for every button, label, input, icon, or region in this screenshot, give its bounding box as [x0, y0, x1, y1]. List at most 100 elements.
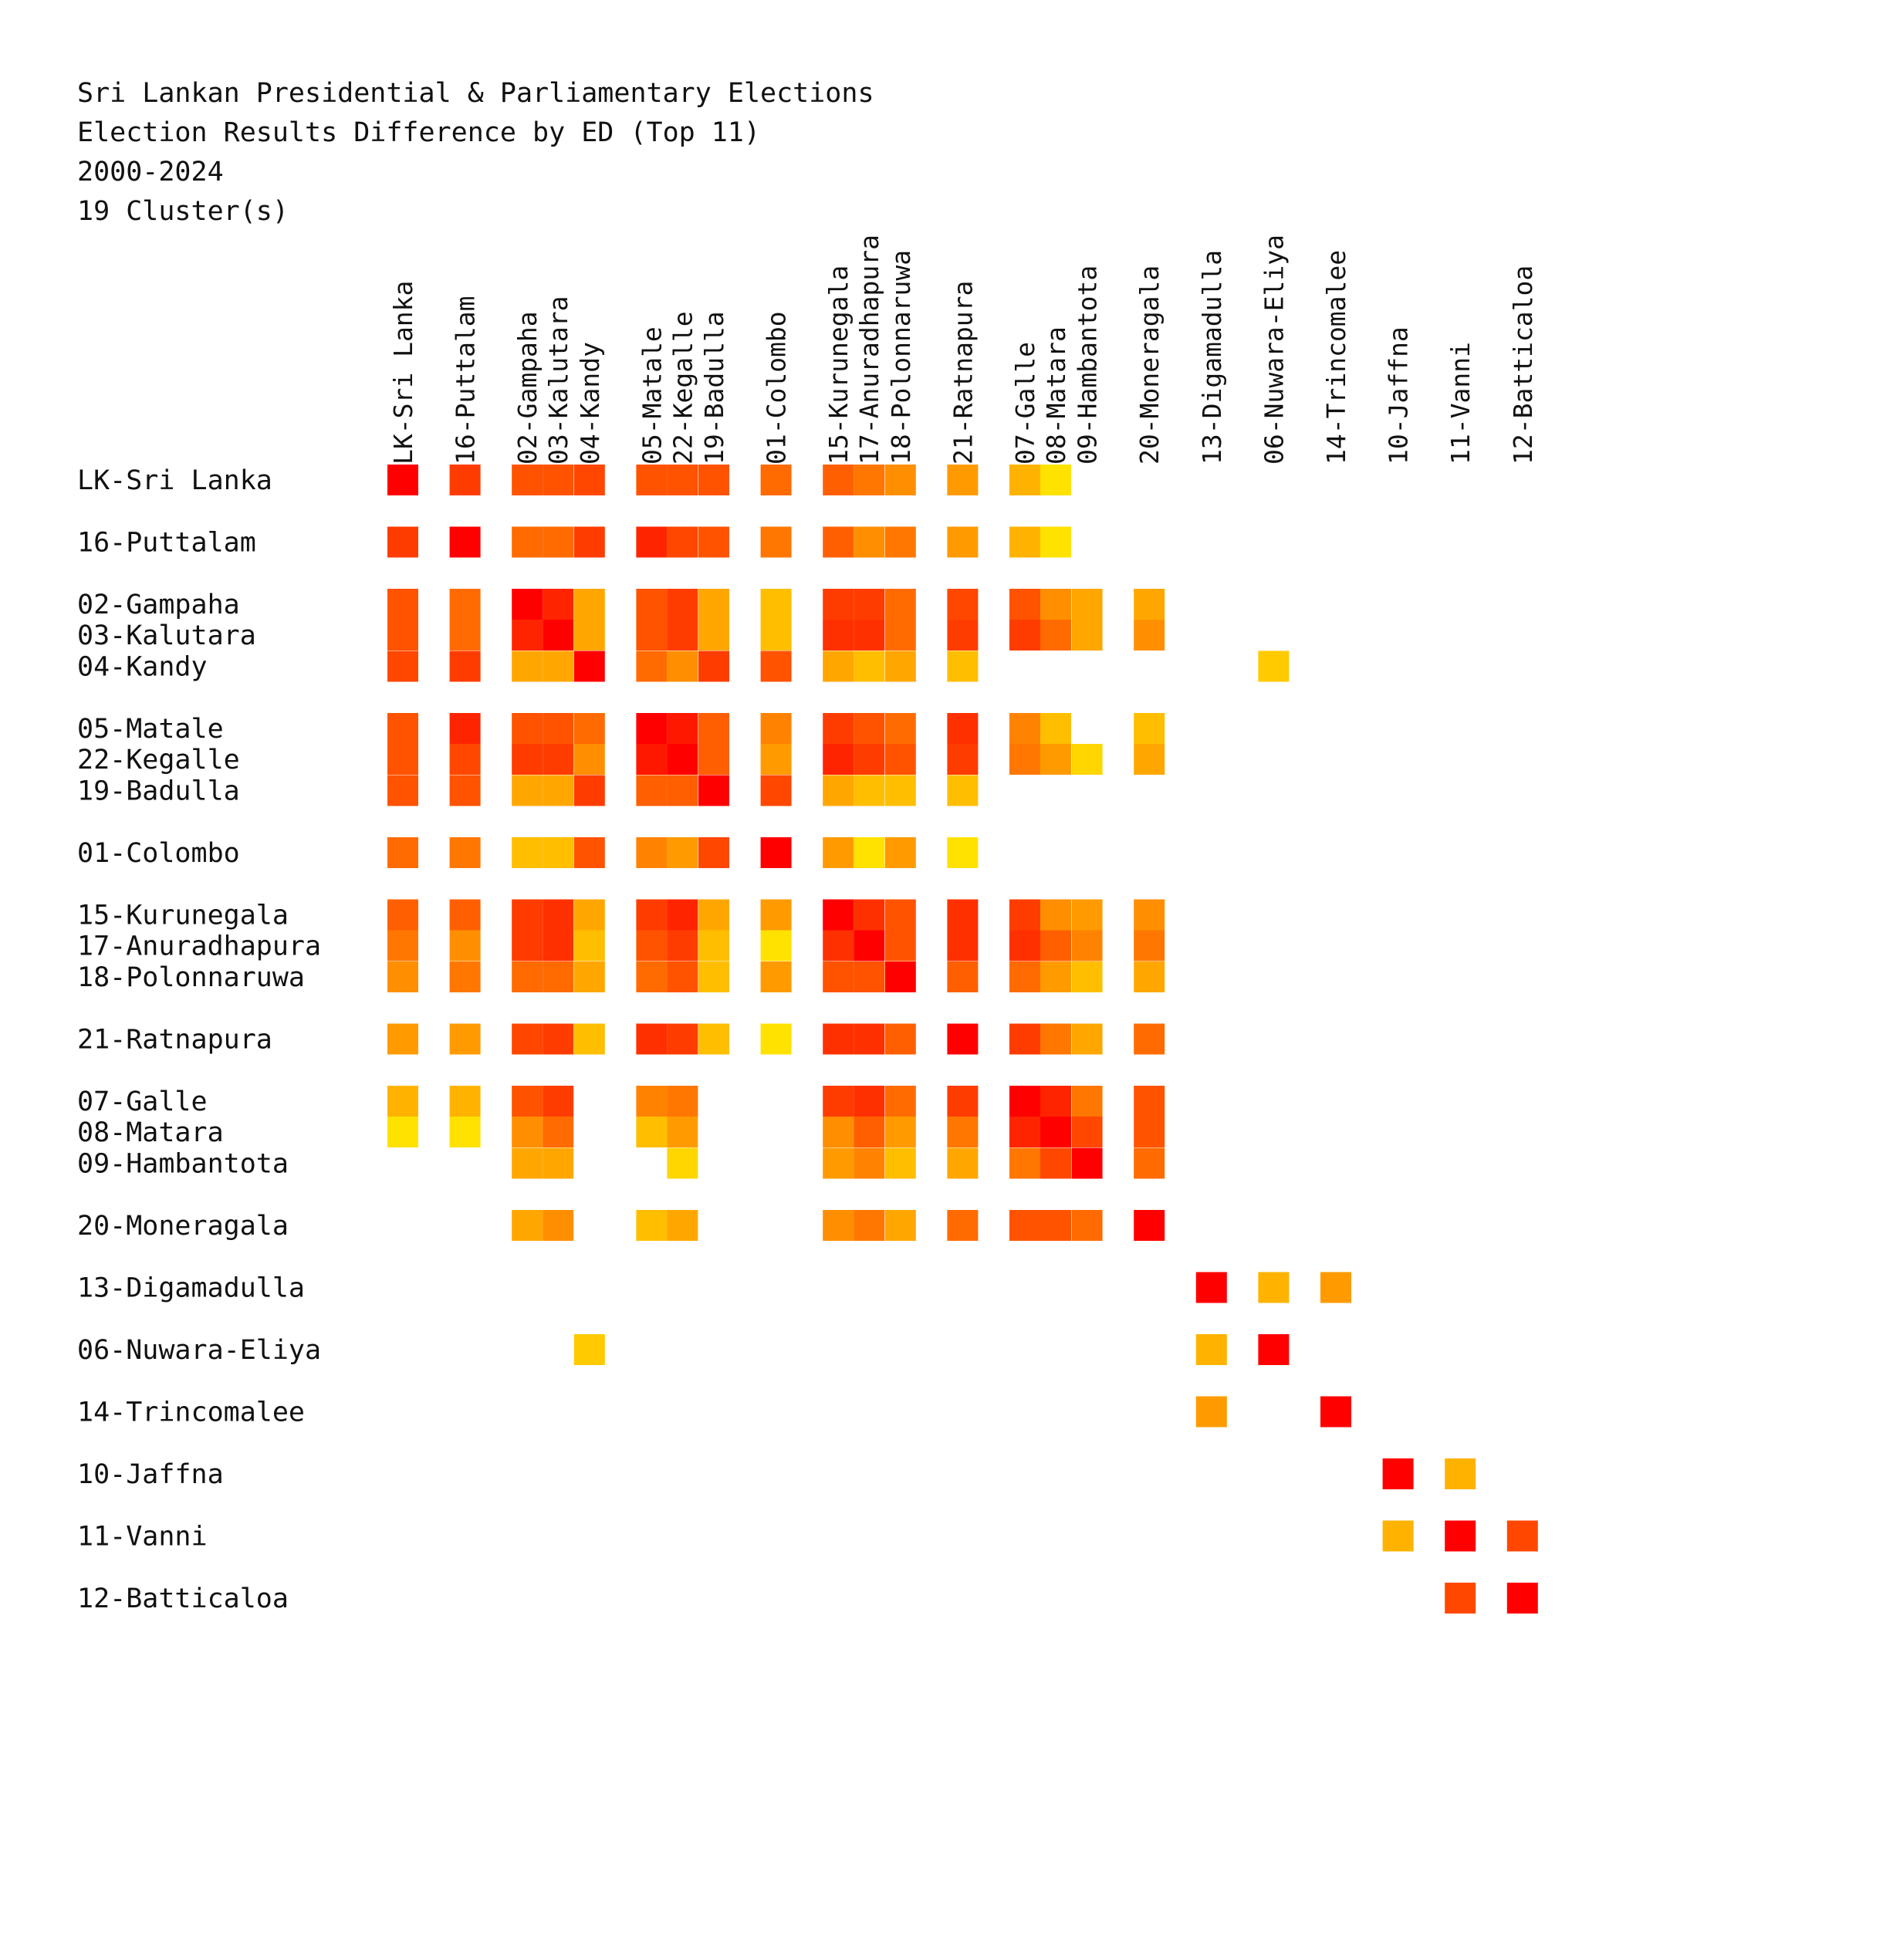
heatmap-cell	[1071, 1117, 1103, 1147]
heatmap-cell	[823, 930, 854, 961]
heatmap-cell	[512, 961, 543, 992]
row-label: 16-Puttalam	[77, 528, 256, 559]
heatmap-cell	[884, 526, 916, 558]
heatmap-cell	[667, 899, 698, 931]
heatmap-cell	[543, 899, 574, 931]
heatmap-cell	[667, 837, 698, 868]
heatmap-cell	[698, 620, 729, 651]
heatmap-cell	[823, 1086, 854, 1117]
heatmap-cell	[387, 465, 418, 495]
heatmap-cell	[1134, 713, 1165, 744]
chart-title-line-4: 19 Cluster(s)	[77, 196, 289, 227]
heatmap-cell	[449, 713, 481, 744]
column-label: 16-Puttalam	[451, 296, 481, 465]
heatmap-cell	[1009, 1023, 1040, 1055]
row-label: 12-Batticaloa	[77, 1583, 289, 1614]
heatmap-cell	[854, 1086, 885, 1117]
heatmap-cell	[449, 930, 481, 961]
heatmap-cell	[636, 1023, 668, 1055]
heatmap-cell	[543, 1147, 574, 1179]
heatmap-cell	[854, 899, 885, 931]
heatmap-cell	[1009, 465, 1040, 495]
heatmap-cell	[387, 961, 418, 992]
heatmap-cell	[698, 837, 729, 868]
heatmap-cell	[884, 744, 916, 775]
heatmap-cell	[1134, 1210, 1165, 1241]
row-label: 21-Ratnapura	[77, 1025, 272, 1056]
heatmap-cell	[1445, 1520, 1476, 1552]
heatmap-cell	[1009, 620, 1040, 651]
heatmap-cell	[636, 651, 668, 682]
heatmap-cell	[884, 465, 916, 495]
heatmap-cell	[636, 1117, 668, 1147]
heatmap-cell	[387, 713, 418, 744]
heatmap-cell	[1009, 930, 1040, 961]
column-label: 17-Anuradhapura	[854, 235, 884, 465]
heatmap-cell	[1506, 1520, 1538, 1552]
heatmap-cell	[449, 1023, 481, 1055]
heatmap-cell	[387, 620, 418, 651]
heatmap-cell	[1040, 713, 1071, 744]
heatmap-cell	[449, 1086, 481, 1117]
heatmap-cell	[512, 744, 543, 775]
heatmap-cell	[543, 620, 574, 651]
heatmap-cell	[573, 899, 605, 931]
heatmap-cell	[543, 713, 574, 744]
column-label: 18-Polonnaruwa	[886, 250, 916, 465]
column-label: 09-Hambantota	[1073, 265, 1103, 465]
heatmap-cell	[667, 1086, 698, 1117]
heatmap-cell	[667, 1210, 698, 1241]
heatmap-cell	[573, 775, 605, 806]
heatmap-cell	[667, 961, 698, 992]
column-label: 22-Kegalle	[668, 311, 698, 465]
heatmap-cell	[760, 620, 792, 651]
row-label: 10-Jaffna	[77, 1459, 224, 1490]
heatmap-cell	[947, 1117, 979, 1147]
heatmap-cell	[636, 961, 668, 992]
heatmap-cell	[823, 465, 854, 495]
heatmap-cell	[1258, 1334, 1290, 1365]
row-label: 01-Colombo	[77, 838, 240, 869]
heatmap-cell	[884, 713, 916, 744]
heatmap-cell	[947, 1147, 979, 1179]
heatmap-cell	[760, 651, 792, 682]
heatmap-cell	[823, 1117, 854, 1147]
heatmap-cell	[1071, 1086, 1103, 1117]
heatmap-cell	[698, 961, 729, 992]
heatmap-cell	[387, 1117, 418, 1147]
column-label: 08-Matara	[1041, 326, 1071, 465]
heatmap-cell	[573, 837, 605, 868]
heatmap-cell	[884, 1117, 916, 1147]
heatmap-cell	[1134, 620, 1165, 651]
heatmap-cell	[884, 961, 916, 992]
heatmap-cell	[636, 837, 668, 868]
heatmap-cell	[667, 526, 698, 558]
heatmap-cell	[667, 1147, 698, 1179]
heatmap-cell	[1071, 589, 1103, 620]
column-label: 13-Digamadulla	[1197, 250, 1227, 465]
heatmap-cell	[947, 1023, 979, 1055]
heatmap-cell	[667, 589, 698, 620]
heatmap-cell	[698, 1023, 729, 1055]
heatmap-cell	[1071, 1023, 1103, 1055]
column-label: 14-Trincomalee	[1321, 250, 1351, 465]
heatmap-cell	[947, 930, 979, 961]
heatmap-cell	[387, 589, 418, 620]
heatmap-cell	[1134, 744, 1165, 775]
heatmap-cell	[543, 465, 574, 495]
heatmap-cell	[1009, 526, 1040, 558]
heatmap-cell	[1320, 1396, 1351, 1428]
heatmap-cell	[823, 620, 854, 651]
heatmap-cell	[1320, 1272, 1351, 1303]
heatmap-cell	[1071, 1147, 1103, 1179]
row-labels: LK-Sri Lanka 16-Puttalam 02-Gampaha03-Kalu…	[77, 465, 321, 1614]
row-label: 20-Moneragala	[77, 1211, 289, 1242]
heatmap-cell	[823, 1023, 854, 1055]
heatmap-cell	[512, 620, 543, 651]
heatmap-cell	[387, 526, 418, 558]
heatmap-cell	[1040, 1086, 1071, 1117]
column-label: 10-Jaffna	[1384, 326, 1414, 465]
heatmap-cell	[698, 775, 729, 806]
heatmap-cell	[636, 713, 668, 744]
